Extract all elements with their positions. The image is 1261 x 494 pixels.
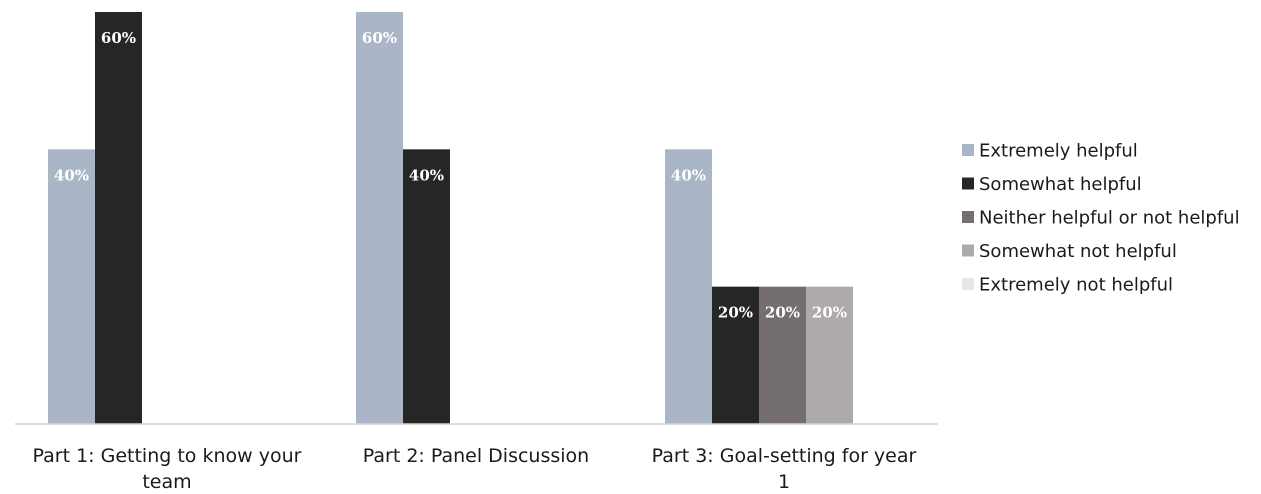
category-label-part-2: Part 2: Panel Discussion (363, 445, 589, 467)
data-labels-group: 40% 60% 60% 40% 40% 20% 20% 20% (54, 29, 847, 322)
bar-somewhat-helpful-part-3 (712, 286, 759, 424)
bar-extremely-helpful-part-2 (356, 12, 403, 424)
bars-group (48, 12, 853, 425)
data-label-somewhat-helpful-part-1: 60% (101, 29, 136, 47)
data-label-somewhat-helpful-part-2: 40% (409, 166, 444, 184)
legend-label-extremely-not-helpful: Extremely not helpful (979, 275, 1173, 296)
legend-swatch-somewhat-not-helpful (962, 244, 974, 257)
bar-somewhat-helpful-part-2 (403, 149, 450, 425)
legend-swatch-extremely-helpful (962, 144, 974, 156)
legend-label-neither-helpful-or-not-helpful: Neither helpful or not helpful (979, 208, 1240, 229)
legend-swatch-extremely-not-helpful (962, 278, 974, 290)
legend-label-extremely-helpful: Extremely helpful (979, 141, 1138, 162)
bar-extremely-helpful-part-3 (665, 149, 712, 425)
legend-swatch-neither-helpful-or-not-helpful (962, 211, 974, 223)
legend-swatch-somewhat-helpful (962, 177, 974, 190)
data-label-somewhat-helpful-part-3: 20% (718, 304, 753, 322)
legend-label-somewhat-not-helpful: Somewhat not helpful (979, 241, 1177, 262)
bar-extremely-helpful-part-1 (48, 149, 95, 425)
data-label-extremely-helpful-part-1: 40% (54, 166, 89, 184)
category-label-part-3: Part 3: Goal-setting for year 1 (652, 445, 917, 493)
category-labels-group: Part 1: Getting to know your team Part 2: … (33, 445, 917, 493)
bar-somewhat-helpful-part-1 (95, 12, 142, 424)
legend: Extremely helpful Somewhat helpful Neither… (962, 141, 1240, 296)
bar-neither-helpful-or-not-helpful-part-3 (759, 286, 806, 424)
data-label-neither-helpful-or-not-helpful-part-3: 20% (765, 304, 800, 322)
data-label-somewhat-not-helpful-part-3: 20% (812, 304, 847, 322)
legend-label-somewhat-helpful: Somewhat helpful (979, 174, 1142, 195)
bar-somewhat-not-helpful-part-3 (806, 286, 853, 424)
category-label-part-1: Part 1: Getting to know your team (33, 445, 302, 493)
data-label-extremely-helpful-part-3: 40% (671, 166, 706, 184)
data-label-extremely-helpful-part-2: 60% (362, 29, 397, 47)
